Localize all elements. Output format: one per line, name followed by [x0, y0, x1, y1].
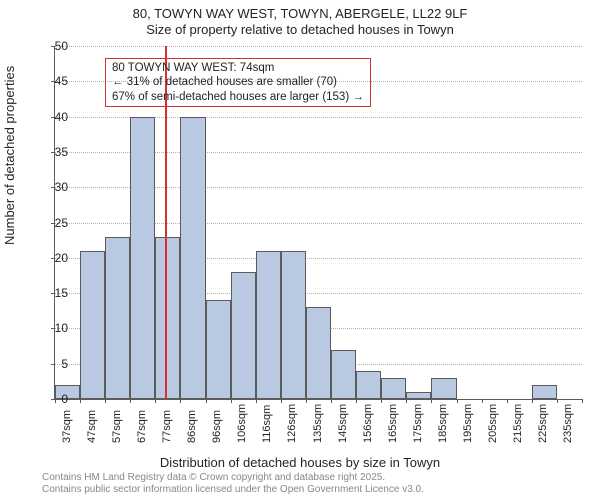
chart-title: 80, TOWYN WAY WEST, TOWYN, ABERGELE, LL2…	[0, 6, 600, 39]
xtick-mark	[281, 399, 282, 403]
x-axis-label: Distribution of detached houses by size …	[0, 455, 600, 470]
annotation-line: 67% of semi-detached houses are larger (…	[112, 90, 364, 104]
histogram-bar	[130, 117, 155, 399]
xtick-label: 175sqm	[412, 413, 424, 443]
xtick-label: 47sqm	[86, 413, 98, 443]
histogram-bar	[206, 300, 231, 399]
ytick-label: 25	[55, 216, 68, 230]
histogram-bar	[231, 272, 256, 399]
annotation-line: ← 31% of detached houses are smaller (70…	[112, 75, 364, 89]
xtick-mark	[457, 399, 458, 403]
histogram-bar	[256, 251, 281, 399]
xtick-label: 126sqm	[286, 413, 298, 443]
xtick-mark	[130, 399, 131, 403]
xtick-mark	[582, 399, 583, 403]
xtick-label: 135sqm	[312, 413, 324, 443]
footer-line1: Contains HM Land Registry data © Crown c…	[42, 472, 424, 484]
ytick-label: 20	[55, 251, 68, 265]
xtick-label: 86sqm	[186, 413, 198, 443]
xtick-mark	[507, 399, 508, 403]
xtick-label: 106sqm	[236, 413, 248, 443]
xtick-mark	[406, 399, 407, 403]
xtick-mark	[381, 399, 382, 403]
xtick-mark	[80, 399, 81, 403]
xtick-label: 185sqm	[437, 413, 449, 443]
chart-container: 80, TOWYN WAY WEST, TOWYN, ABERGELE, LL2…	[0, 0, 600, 500]
title-line1: 80, TOWYN WAY WEST, TOWYN, ABERGELE, LL2…	[0, 6, 600, 22]
histogram-bar	[406, 392, 431, 399]
xtick-mark	[105, 399, 106, 403]
xtick-mark	[331, 399, 332, 403]
xtick-label: 37sqm	[61, 413, 73, 443]
histogram-bar	[356, 371, 381, 399]
ytick-label: 35	[55, 145, 68, 159]
histogram-bar	[180, 117, 205, 399]
xtick-mark	[306, 399, 307, 403]
ytick-mark	[51, 364, 55, 365]
histogram-bar	[80, 251, 105, 399]
xtick-label: 205sqm	[487, 413, 499, 443]
y-axis-label: Number of detached properties	[2, 66, 17, 245]
xtick-mark	[532, 399, 533, 403]
ytick-label: 45	[55, 74, 68, 88]
ytick-label: 30	[55, 180, 68, 194]
xtick-mark	[155, 399, 156, 403]
histogram-bar	[381, 378, 406, 399]
histogram-bar	[306, 307, 331, 399]
xtick-label: 96sqm	[211, 413, 223, 443]
histogram-bar	[532, 385, 557, 399]
title-line2: Size of property relative to detached ho…	[0, 22, 600, 38]
xtick-mark	[256, 399, 257, 403]
histogram-bar	[105, 237, 130, 399]
xtick-label: 215sqm	[512, 413, 524, 443]
plot-area: 80 TOWYN WAY WEST: 74sqm← 31% of detache…	[54, 46, 582, 400]
ytick-label: 15	[55, 286, 68, 300]
xtick-label: 156sqm	[362, 413, 374, 443]
gridline	[55, 46, 582, 47]
xtick-mark	[482, 399, 483, 403]
histogram-bar	[431, 378, 456, 399]
xtick-mark	[206, 399, 207, 403]
xtick-label: 145sqm	[337, 413, 349, 443]
xtick-label: 235sqm	[562, 413, 574, 443]
histogram-bar	[155, 237, 180, 399]
xtick-mark	[356, 399, 357, 403]
xtick-label: 195sqm	[462, 413, 474, 443]
annotation-line: 80 TOWYN WAY WEST: 74sqm	[112, 61, 364, 75]
xtick-mark	[557, 399, 558, 403]
ytick-label: 40	[55, 110, 68, 124]
ytick-label: 5	[61, 357, 68, 371]
annotation-box: 80 TOWYN WAY WEST: 74sqm← 31% of detache…	[105, 58, 371, 107]
xtick-label: 225sqm	[537, 413, 549, 443]
ytick-label: 0	[61, 392, 68, 406]
ytick-label: 10	[55, 321, 68, 335]
histogram-bar	[281, 251, 306, 399]
xtick-label: 77sqm	[161, 413, 173, 443]
xtick-mark	[55, 399, 56, 403]
xtick-mark	[180, 399, 181, 403]
xtick-label: 165sqm	[387, 413, 399, 443]
footer-line2: Contains public sector information licen…	[42, 484, 424, 496]
xtick-label: 57sqm	[111, 413, 123, 443]
xtick-label: 116sqm	[261, 413, 273, 443]
xtick-mark	[431, 399, 432, 403]
ytick-label: 50	[55, 39, 68, 53]
xtick-label: 67sqm	[136, 413, 148, 443]
xtick-mark	[231, 399, 232, 403]
footer-attribution: Contains HM Land Registry data © Crown c…	[42, 472, 424, 496]
histogram-bar	[331, 350, 356, 399]
